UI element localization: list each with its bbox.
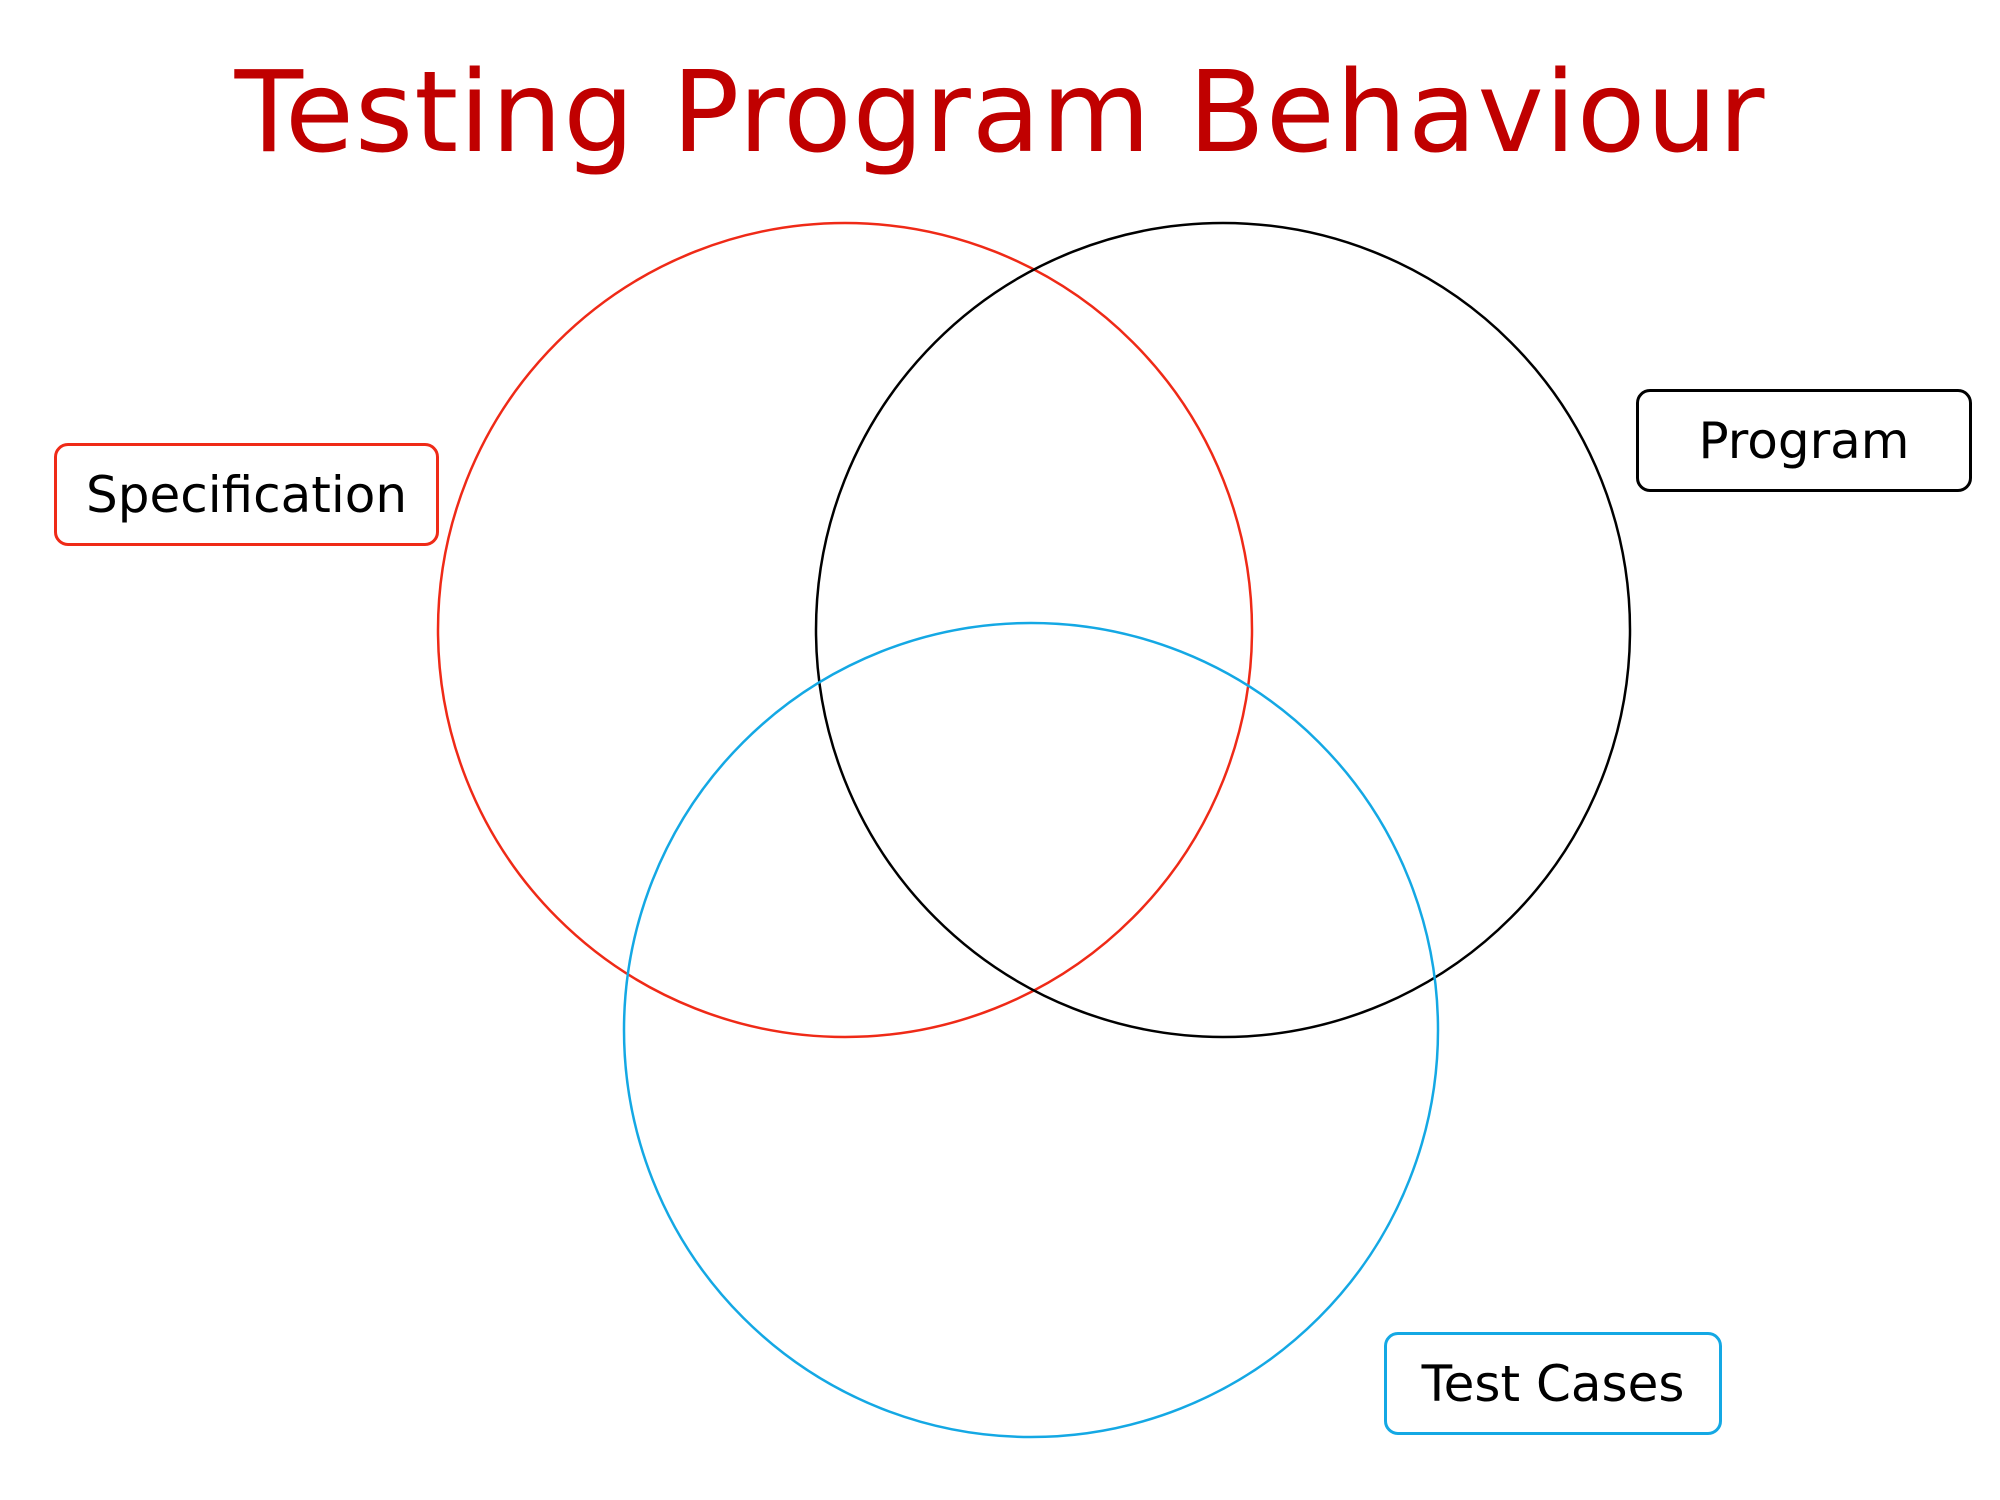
specification-label: Specification bbox=[54, 443, 439, 546]
program-circle bbox=[814, 221, 1632, 1039]
program-label: Program bbox=[1636, 389, 1972, 492]
test-cases-label-text: Test Cases bbox=[1421, 1354, 1685, 1413]
program-label-text: Program bbox=[1698, 411, 1910, 470]
test-cases-circle bbox=[622, 621, 1440, 1439]
specification-label-text: Specification bbox=[85, 465, 408, 524]
specification-circle bbox=[436, 221, 1254, 1039]
test-cases-label: Test Cases bbox=[1384, 1332, 1722, 1435]
slide-title: Testing Program Behaviour bbox=[234, 48, 1766, 178]
